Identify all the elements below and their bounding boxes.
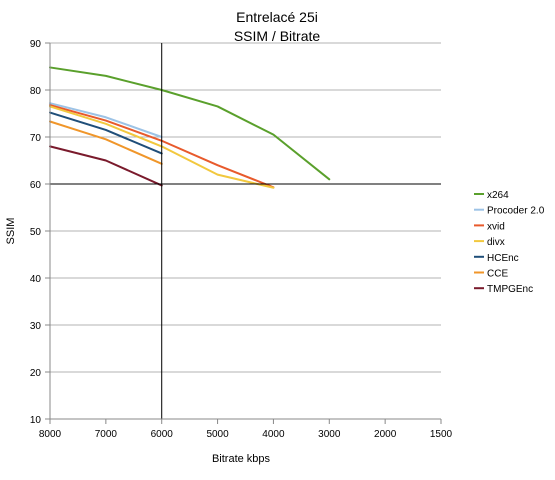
x-tick-label: 2000 bbox=[374, 429, 397, 440]
legend-label: x264 bbox=[487, 190, 509, 201]
y-tick-label: 20 bbox=[30, 368, 42, 379]
x-tick-labels: 8000 7000 6000 5000 4000 3000 2000 1500 bbox=[39, 419, 453, 440]
x-tick-label: 6000 bbox=[151, 429, 174, 440]
y-tick-label: 40 bbox=[30, 274, 42, 285]
legend-label: TMPGEnc bbox=[487, 284, 533, 295]
legend-label: HCEnc bbox=[487, 253, 519, 264]
y-tick-label: 50 bbox=[30, 227, 42, 238]
reference-lines bbox=[50, 43, 441, 419]
y-tick-label: 80 bbox=[30, 86, 42, 97]
y-tick-label: 10 bbox=[30, 415, 42, 426]
x-tick-label: 5000 bbox=[206, 429, 229, 440]
series-line-tmpgenc bbox=[49, 145, 163, 187]
legend-label: divx bbox=[487, 237, 505, 248]
legend-label: CCE bbox=[487, 269, 508, 280]
series-line-procoder-2-0 bbox=[49, 102, 163, 138]
legend: x264 Procoder 2.0 xvid divx HCEnc CCE TMPGEnc bbox=[474, 190, 545, 295]
x-tick-label: 4000 bbox=[262, 429, 285, 440]
series-layer bbox=[49, 66, 331, 189]
y-tick-label: 90 bbox=[30, 39, 42, 50]
legend-label: Procoder 2.0 bbox=[487, 206, 545, 217]
x-tick-label: 8000 bbox=[39, 429, 62, 440]
legend-label: xvid bbox=[487, 221, 505, 232]
x-tick-label: 1500 bbox=[430, 429, 453, 440]
y-tick-labels: 10 20 30 40 50 60 70 80 90 bbox=[30, 39, 50, 426]
chart-title: Entrelacé 25i bbox=[236, 9, 318, 25]
y-axis-label: SSIM bbox=[5, 218, 17, 245]
y-tick-label: 30 bbox=[30, 321, 42, 332]
chart-subtitle: SSIM / Bitrate bbox=[234, 28, 321, 44]
series-line-x264 bbox=[49, 66, 331, 181]
series-line-cce bbox=[49, 120, 163, 165]
grid bbox=[50, 42, 441, 373]
x-axis-label: Bitrate kbps bbox=[212, 453, 271, 465]
x-tick-label: 7000 bbox=[95, 429, 118, 440]
y-tick-label: 70 bbox=[30, 133, 42, 144]
series-line-hcenc bbox=[49, 111, 163, 155]
y-tick-label: 60 bbox=[30, 180, 42, 191]
x-tick-label: 3000 bbox=[318, 429, 341, 440]
